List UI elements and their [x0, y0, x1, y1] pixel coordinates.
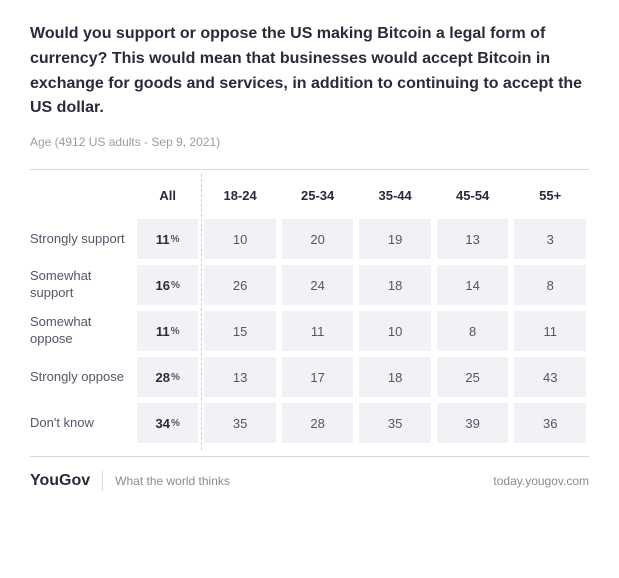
- row-label: Strongly support: [30, 216, 134, 262]
- table-row: Strongly support 11% 10 20 19 13 3: [30, 216, 589, 262]
- cell-all: 11%: [137, 219, 198, 259]
- top-rule: [30, 169, 589, 170]
- cell-age: 39: [437, 403, 509, 443]
- cell-age: 10: [359, 311, 431, 351]
- table-row: Don't know 34% 35 28 35 39 36: [30, 400, 589, 446]
- cell-age: 20: [282, 219, 354, 259]
- cell-all: 34%: [137, 403, 198, 443]
- row-label: Don't know: [30, 400, 134, 446]
- table-body: Strongly support 11% 10 20 19 13 3 Somew…: [30, 216, 589, 446]
- cell-all: 16%: [137, 265, 198, 305]
- cell-age: 11: [514, 311, 586, 351]
- brand-divider: [102, 471, 103, 491]
- brand-name: YouGov: [30, 472, 90, 490]
- header-age-3: 35-44: [356, 174, 434, 216]
- cell-age: 28: [282, 403, 354, 443]
- header-age-4: 45-54: [434, 174, 512, 216]
- header-age-5: 55+: [511, 174, 589, 216]
- footer: YouGov What the world thinks today.yougo…: [30, 471, 589, 491]
- brand-tagline: What the world thinks: [115, 474, 230, 488]
- footer-site: today.yougov.com: [493, 474, 589, 488]
- cell-all: 28%: [137, 357, 198, 397]
- cell-age: 18: [359, 357, 431, 397]
- brand-block: YouGov What the world thinks: [30, 471, 230, 491]
- row-label: Strongly oppose: [30, 354, 134, 400]
- row-label: Somewhat oppose: [30, 308, 134, 354]
- cell-age: 35: [359, 403, 431, 443]
- cell-age: 25: [437, 357, 509, 397]
- cell-age: 8: [514, 265, 586, 305]
- cell-age: 26: [204, 265, 276, 305]
- cell-age: 14: [437, 265, 509, 305]
- cell-all: 11%: [137, 311, 198, 351]
- results-table: All 18-24 25-34 35-44 45-54 55+ Strongly…: [30, 174, 589, 446]
- bottom-rule: [30, 456, 589, 457]
- cell-age: 35: [204, 403, 276, 443]
- cell-age: 17: [282, 357, 354, 397]
- header-all: All: [134, 174, 201, 216]
- cell-age: 3: [514, 219, 586, 259]
- cell-age: 43: [514, 357, 586, 397]
- cell-age: 11: [282, 311, 354, 351]
- survey-meta: Age (4912 US adults - Sep 9, 2021): [30, 135, 589, 149]
- cell-age: 36: [514, 403, 586, 443]
- cell-age: 10: [204, 219, 276, 259]
- table-row: Strongly oppose 28% 13 17 18 25 43: [30, 354, 589, 400]
- table-header-row: All 18-24 25-34 35-44 45-54 55+: [30, 174, 589, 216]
- cell-age: 13: [204, 357, 276, 397]
- row-label: Somewhat support: [30, 262, 134, 308]
- header-empty: [30, 174, 134, 216]
- header-age-1: 18-24: [201, 174, 279, 216]
- table-row: Somewhat oppose 11% 15 11 10 8 11: [30, 308, 589, 354]
- cell-age: 18: [359, 265, 431, 305]
- cell-age: 8: [437, 311, 509, 351]
- cell-age: 24: [282, 265, 354, 305]
- cell-age: 15: [204, 311, 276, 351]
- survey-question: Would you support or oppose the US makin…: [30, 22, 589, 121]
- table-row: Somewhat support 16% 26 24 18 14 8: [30, 262, 589, 308]
- cell-age: 13: [437, 219, 509, 259]
- header-age-2: 25-34: [279, 174, 357, 216]
- cell-age: 19: [359, 219, 431, 259]
